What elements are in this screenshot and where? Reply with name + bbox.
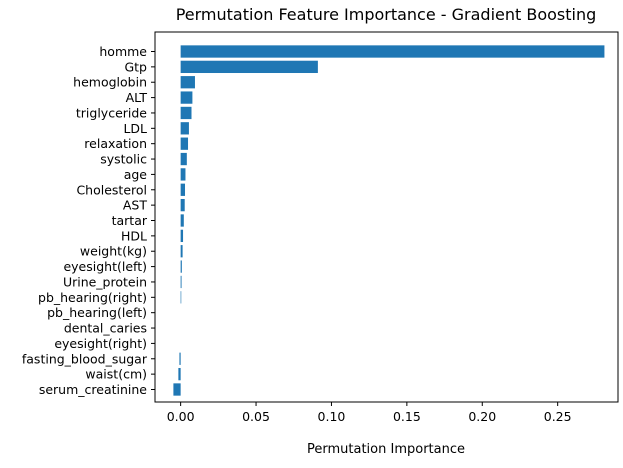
y-tick-label: tartar bbox=[112, 213, 148, 228]
bar-hemoglobin bbox=[180, 76, 195, 89]
bar-Urine_protein bbox=[180, 275, 182, 289]
x-axis: 0.00 0.05 0.10 0.15 0.20 0.25 bbox=[167, 402, 572, 424]
y-tick-label: systolic bbox=[100, 152, 147, 167]
y-tick-label: Urine_protein bbox=[63, 274, 147, 289]
x-tick-label: 0.15 bbox=[393, 409, 421, 424]
y-tick-label: AST bbox=[123, 198, 147, 213]
y-tick-label: LDL bbox=[123, 121, 147, 136]
bar-ALT bbox=[180, 91, 193, 104]
y-tick-label: serum_creatinine bbox=[39, 382, 147, 397]
y-tick-label: Cholesterol bbox=[76, 182, 147, 197]
bars-layer bbox=[173, 45, 605, 396]
bar-homme bbox=[180, 45, 605, 58]
bar-pb_hearing(right) bbox=[180, 291, 182, 304]
bar-systolic bbox=[180, 152, 187, 166]
bar-eyesight(left) bbox=[180, 260, 182, 273]
x-tick-label: 0.20 bbox=[468, 409, 496, 424]
bar-tartar bbox=[180, 214, 184, 227]
y-tick-label: waist(cm) bbox=[85, 367, 147, 382]
bar-fasting_blood_sugar bbox=[179, 352, 181, 365]
bar-weight(kg) bbox=[180, 245, 183, 258]
y-tick-label: ALT bbox=[126, 90, 148, 105]
plot-frame bbox=[154, 31, 619, 403]
bar-LDL bbox=[180, 122, 189, 135]
y-tick-label: HDL bbox=[121, 228, 147, 243]
y-tick-label: weight(kg) bbox=[80, 244, 147, 259]
y-tick-label: homme bbox=[99, 44, 147, 59]
bar-HDL bbox=[180, 229, 184, 243]
y-tick-label: hemoglobin bbox=[73, 75, 147, 90]
x-tick-label: 0.00 bbox=[167, 409, 195, 424]
y-tick-label: triglyceride bbox=[76, 105, 147, 120]
bar-Gtp bbox=[180, 60, 318, 74]
x-tick-label: 0.25 bbox=[544, 409, 572, 424]
y-tick-label: pb_hearing(right) bbox=[38, 290, 147, 305]
x-axis-label: Permutation Importance bbox=[307, 442, 465, 457]
bar-Cholesterol bbox=[180, 183, 186, 196]
y-tick-label: eyesight(right) bbox=[54, 336, 147, 351]
y-tick-label: Gtp bbox=[124, 59, 147, 74]
y-tick-label: pb_hearing(left) bbox=[47, 305, 147, 320]
y-tick-label: relaxation bbox=[84, 136, 147, 151]
bar-relaxation bbox=[180, 137, 189, 150]
bar-serum_creatinine bbox=[173, 383, 181, 396]
chart-title: Permutation Feature Importance - Gradien… bbox=[176, 5, 597, 24]
bar-waist(cm) bbox=[178, 367, 181, 381]
x-tick-label: 0.10 bbox=[318, 409, 346, 424]
y-tick-label: eyesight(left) bbox=[63, 259, 147, 274]
bar-triglyceride bbox=[180, 106, 192, 120]
bar-AST bbox=[180, 198, 185, 212]
y-axis: hommeGtphemoglobinALTtriglycerideLDLrela… bbox=[22, 44, 155, 397]
y-tick-label: age bbox=[124, 167, 148, 182]
y-tick-label: fasting_blood_sugar bbox=[22, 351, 148, 366]
x-tick-label: 0.05 bbox=[242, 409, 270, 424]
bar-age bbox=[180, 168, 186, 181]
y-tick-label: dental_caries bbox=[64, 321, 147, 336]
